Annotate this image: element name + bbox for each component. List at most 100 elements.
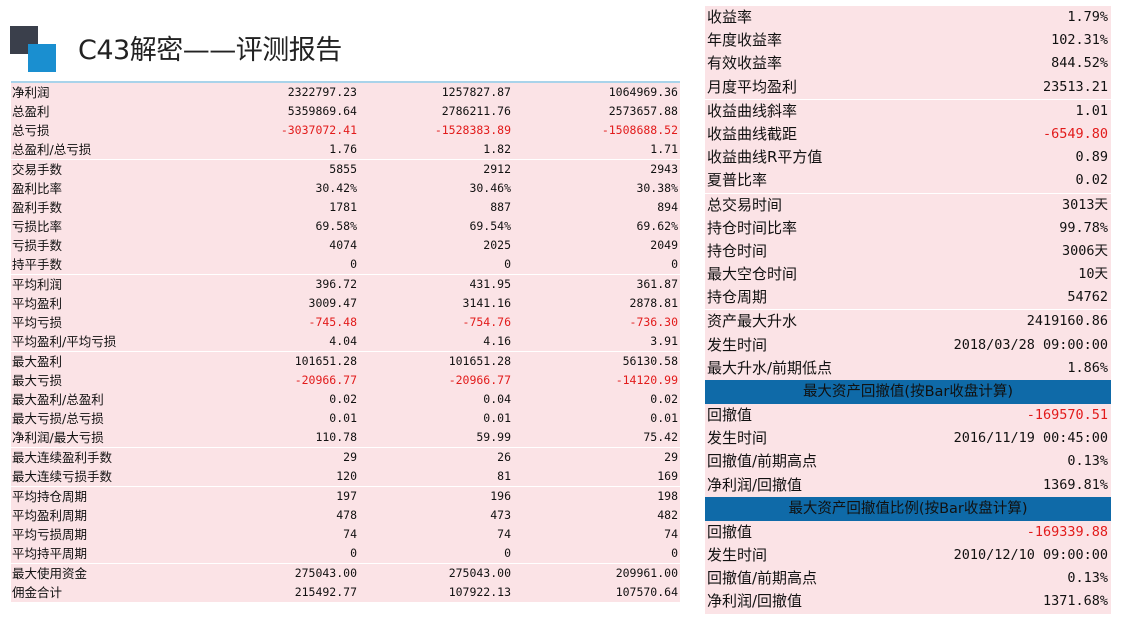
table-row: 月度平均盈利 23513.21 [705,76,1111,99]
logo-icon [10,26,56,72]
row-value: 198 [657,489,678,503]
table-row: 收益曲线R平方值 0.89 [705,146,1111,169]
row-value: 5855 [329,162,357,176]
table-row: 平均利润 396.72 431.95 361.87 [11,274,680,294]
row-label: 总交易时间 [707,195,783,214]
row-label: 总盈利/总亏损 [12,142,92,157]
table-row: 交易手数 5855 2912 2943 [11,159,680,179]
row-value: 0.02 [650,392,678,406]
table-row: 平均盈利/平均亏损 4.04 4.16 3.91 [11,332,680,351]
row-value: 275043.00 [448,566,511,580]
row-value: 0.02 [1075,172,1108,189]
row-value: 197 [336,489,357,503]
row-label: 持仓时间比率 [707,218,798,237]
row-value: 59.99 [476,430,511,444]
row-label: 净利润/回撤值 [707,475,803,494]
row-value: 0 [671,257,678,271]
row-value: 209961.00 [615,566,678,580]
row-value: 2943 [650,162,678,176]
table-row: 回撤值 -169570.51 [705,404,1111,427]
row-value: 2322797.23 [287,85,357,99]
row-value: 1257827.87 [441,85,511,99]
table-row: 平均持仓周期 197 196 198 [11,486,680,506]
row-value: 3006天 [1061,242,1108,259]
row-value: 396.72 [315,277,357,291]
table-row: 净利润 2322797.23 1257827.87 1064969.36 [11,83,680,102]
row-value: 482 [657,508,678,522]
row-value: 215492.77 [294,585,357,599]
row-value: 169 [657,469,678,483]
row-value: 29 [664,450,678,464]
row-label: 平均利润 [12,277,63,292]
row-value: -1528383.89 [434,123,511,137]
row-label: 总亏损 [12,123,50,138]
row-label: 最大使用资金 [12,566,88,581]
row-value: 102.31% [1051,32,1108,49]
table-row: 最大盈利/总盈利 0.02 0.04 0.02 [11,390,680,409]
table-row: 有效收益率 844.52% [705,52,1111,75]
row-value: -6549.80 [1042,125,1108,142]
row-value: 1.76 [329,142,357,156]
row-value: -1508688.52 [601,123,678,137]
table-row: 最大连续盈利手数 29 26 29 [11,447,680,467]
row-value: 2419160.86 [1026,313,1108,330]
row-label: 发生时间 [707,335,768,354]
row-label: 发生时间 [707,429,768,448]
row-value: 473 [490,508,511,522]
row-label: 净利润/回撤值 [707,592,803,611]
row-value: -20966.77 [294,373,357,387]
table-row: 持仓时间 3006天 [705,240,1111,263]
row-label: 交易手数 [12,162,63,177]
row-value: 0 [504,257,511,271]
row-value: 4.16 [483,334,511,348]
row-value: 1371.68% [1042,593,1108,610]
row-value: 3009.47 [308,296,357,310]
row-value: 1369.81% [1042,476,1108,493]
table-row: 平均亏损周期 74 74 74 [11,525,680,544]
table-row: 发生时间 2010/12/10 09:00:00 [705,544,1111,567]
row-value: 101651.28 [448,354,511,368]
row-value: 2018/03/28 09:00:00 [953,336,1108,353]
table-row: 亏损比率 69.58% 69.54% 69.62% [11,217,680,236]
row-label: 年度收益率 [707,31,783,50]
table-row: 亏损手数 4074 2025 2049 [11,236,680,255]
row-value: 1064969.36 [608,85,678,99]
row-value: 0.01 [483,411,511,425]
row-value: -754.76 [462,315,511,329]
row-value: 69.62% [636,219,678,233]
row-label: 平均亏损 [12,315,63,330]
row-value: 3.91 [650,334,678,348]
row-value: 10天 [1078,266,1108,283]
table-row: 盈利比率 30.42% 30.46% 30.38% [11,179,680,198]
row-label: 收益曲线R平方值 [707,148,823,167]
row-value: 0.13% [1067,570,1108,587]
table-row: 总盈利/总亏损 1.76 1.82 1.71 [11,140,680,159]
row-label: 持仓时间 [707,241,768,260]
table-row: 盈利手数 1781 887 894 [11,198,680,217]
row-value: 0 [350,257,357,271]
table-row: 净利润/回撤值 1371.68% [705,590,1111,613]
row-value: 29 [343,450,357,464]
row-label: 净利润/最大亏损 [12,430,104,445]
row-value: 0 [350,546,357,560]
row-value: -3037072.41 [280,123,357,137]
row-label: 盈利比率 [12,181,63,196]
row-label: 持仓周期 [707,288,768,307]
table-row: 平均亏损 -745.48 -754.76 -736.30 [11,313,680,332]
table-row: 持仓时间比率 99.78% [705,217,1111,240]
row-label: 月度平均盈利 [707,77,798,96]
row-value: 26 [497,450,511,464]
row-label: 最大升水/前期低点 [707,358,833,377]
row-label: 最大连续亏损手数 [12,469,113,484]
table-row: 最大升水/前期低点 1.86% [705,357,1111,380]
row-value: 2878.81 [629,296,678,310]
table-row: 最大亏损/总亏损 0.01 0.01 0.01 [11,409,680,428]
row-label: 亏损比率 [12,219,63,234]
section-header: 最大资产回撤值(按Bar收盘计算) [705,380,1111,404]
summary-table: 收益率 1.79% 年度收益率 102.31% 有效收益率 844.52% 月度平均盈利 23… [705,6,1111,614]
row-value: 74 [664,527,678,541]
table-row: 发生时间 2016/11/19 00:45:00 [705,427,1111,450]
row-value: 5359869.64 [287,104,357,118]
row-value: 30.38% [636,181,678,195]
row-value: 431.95 [469,277,511,291]
